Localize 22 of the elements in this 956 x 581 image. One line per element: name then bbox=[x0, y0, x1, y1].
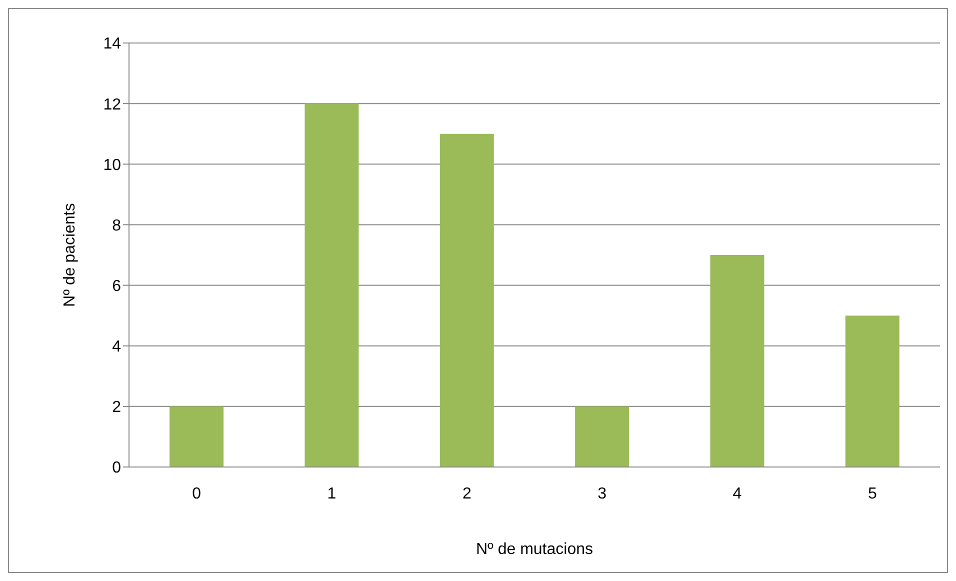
x-tick-label: 4 bbox=[732, 485, 742, 502]
y-tick-label: 4 bbox=[112, 338, 122, 356]
y-tick-label: 6 bbox=[112, 278, 122, 295]
y-tick-label: 12 bbox=[103, 96, 122, 114]
y-tick-label: 10 bbox=[103, 156, 122, 174]
x-tick-label: 5 bbox=[868, 485, 877, 502]
bar bbox=[440, 134, 494, 467]
y-tick-label: 0 bbox=[112, 460, 122, 477]
bar bbox=[575, 406, 630, 467]
x-tick-label: 2 bbox=[462, 485, 472, 502]
x-tick-label: 0 bbox=[192, 485, 202, 502]
y-tick-label: 8 bbox=[112, 217, 122, 234]
x-tick-label: 3 bbox=[598, 485, 607, 502]
bar bbox=[845, 316, 900, 467]
bar bbox=[710, 255, 764, 467]
x-tick-label: 1 bbox=[327, 485, 336, 502]
bar bbox=[170, 406, 224, 467]
y-axis-title: Nº de pacients bbox=[62, 203, 79, 307]
bar bbox=[304, 104, 359, 467]
x-axis-title: Nº de mutacions bbox=[476, 541, 594, 558]
y-tick-label: 14 bbox=[103, 36, 122, 53]
y-tick-label: 2 bbox=[112, 399, 122, 416]
